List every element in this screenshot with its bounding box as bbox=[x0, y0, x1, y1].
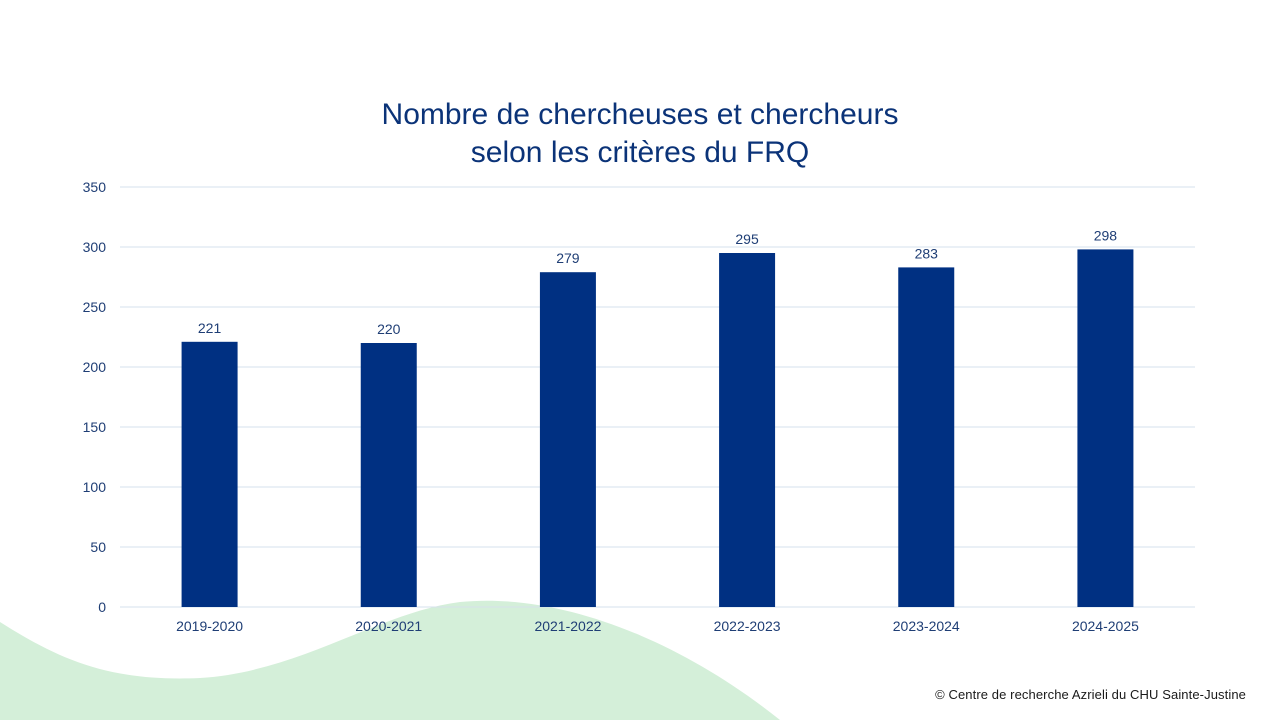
data-label: 279 bbox=[556, 250, 580, 266]
x-axis-tick-labels: 2019-2020 2020-2021 2021-2022 2022-2023 2023… bbox=[176, 618, 1139, 634]
chart-title: Nombre de chercheuses et chercheurs selo… bbox=[240, 96, 1040, 172]
y-tick-label: 250 bbox=[83, 299, 107, 315]
green-hill-shape bbox=[0, 600, 780, 720]
y-tick-label: 200 bbox=[83, 359, 107, 375]
gridlines bbox=[120, 186, 1195, 608]
x-tick-label: 2022-2023 bbox=[714, 618, 781, 634]
y-tick-label: 0 bbox=[98, 599, 106, 615]
data-label: 220 bbox=[377, 321, 401, 337]
y-tick-label: 100 bbox=[83, 479, 107, 495]
y-tick-label: 350 bbox=[83, 179, 107, 195]
y-tick-label: 50 bbox=[90, 539, 106, 555]
bar bbox=[1077, 249, 1134, 607]
copyright-notice: © Centre de recherche Azrieli du CHU Sai… bbox=[935, 687, 1246, 702]
bars bbox=[181, 249, 1134, 607]
data-label: 295 bbox=[735, 231, 759, 247]
data-label: 283 bbox=[915, 245, 939, 261]
x-tick-label: 2024-2025 bbox=[1072, 618, 1139, 634]
y-axis-tick-labels: 0 50 100 150 200 250 300 350 bbox=[83, 179, 107, 615]
bar bbox=[539, 272, 596, 607]
bar bbox=[719, 253, 776, 607]
chart-title-line-2: selon les critères du FRQ bbox=[470, 136, 810, 169]
bar bbox=[360, 343, 417, 607]
bar bbox=[181, 341, 238, 607]
data-label: 221 bbox=[198, 320, 222, 336]
x-tick-label: 2020-2021 bbox=[355, 618, 422, 634]
y-tick-label: 300 bbox=[83, 239, 107, 255]
y-tick-label: 150 bbox=[83, 419, 107, 435]
data-labels: 221 220 279 295 283 298 bbox=[198, 227, 1117, 337]
x-tick-label: 2021-2022 bbox=[534, 618, 601, 634]
x-tick-label: 2023-2024 bbox=[893, 618, 960, 634]
x-tick-label: 2019-2020 bbox=[176, 618, 243, 634]
chart-title-line-1: Nombre de chercheuses et chercheurs bbox=[381, 98, 899, 131]
data-label: 298 bbox=[1094, 227, 1118, 243]
bar bbox=[898, 267, 955, 607]
